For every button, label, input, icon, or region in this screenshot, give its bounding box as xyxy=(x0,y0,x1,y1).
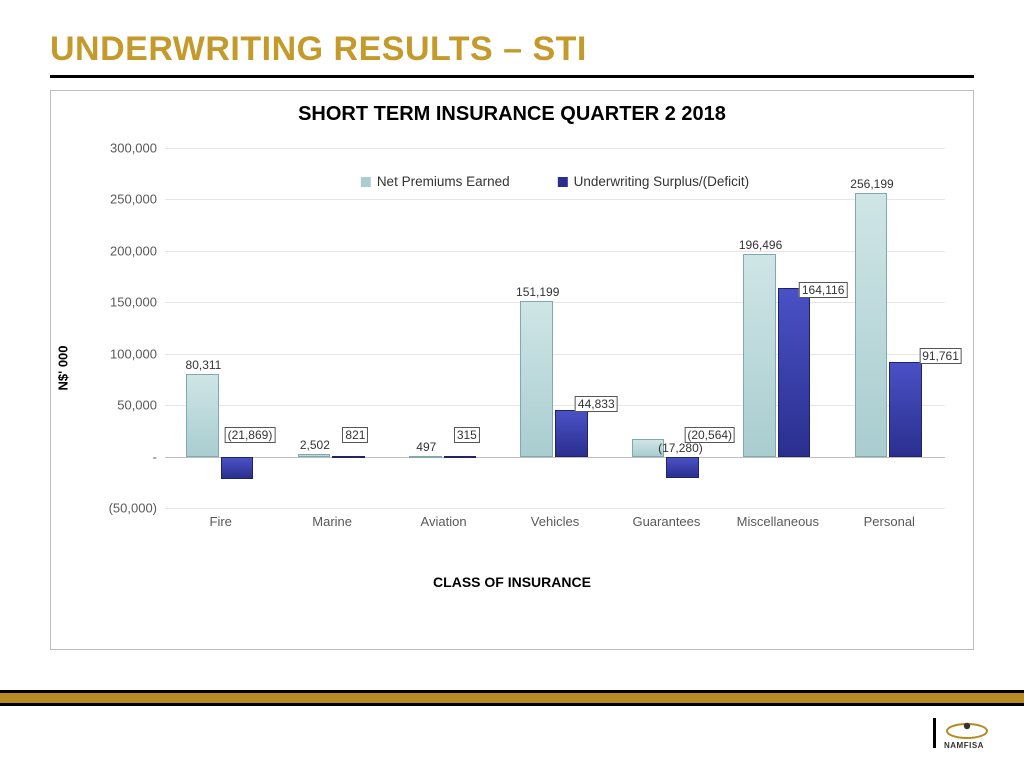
x-axis-labels: Fire Marine Aviation Vehicles Guarantees Misc… xyxy=(165,512,945,538)
logo: NAMFISA xyxy=(933,715,990,750)
plot: (50,000)-50,000100,000150,000200,000250,… xyxy=(165,148,945,508)
data-label: 44,833 xyxy=(575,396,618,412)
bar-uw xyxy=(666,457,699,478)
data-label: 256,199 xyxy=(850,177,893,191)
legend-label: Underwriting Surplus/(Deficit) xyxy=(574,174,750,189)
legend-swatch xyxy=(558,177,568,187)
logo-text: NAMFISA xyxy=(944,741,990,750)
data-label: (21,869) xyxy=(225,427,276,443)
bar-net xyxy=(186,374,219,457)
bar-net xyxy=(298,454,331,457)
bar-net xyxy=(520,301,553,457)
bar-net xyxy=(855,193,888,457)
x-category-label: Miscellaneous xyxy=(737,514,819,529)
bar-uw xyxy=(221,457,254,479)
data-label: 315 xyxy=(454,427,480,443)
page-title: UNDERWRITING RESULTS – STI xyxy=(50,30,974,73)
legend-item-net: Net Premiums Earned xyxy=(361,174,510,189)
bar-uw xyxy=(332,456,365,458)
bar-uw xyxy=(555,410,588,456)
data-label: 91,761 xyxy=(919,348,962,364)
data-label: 196,496 xyxy=(739,238,782,252)
data-label: 2,502 xyxy=(300,438,330,452)
legend: Net Premiums Earned Underwriting Surplus… xyxy=(361,174,749,189)
chart-container: SHORT TERM INSURANCE QUARTER 2 2018 N$' … xyxy=(50,90,974,650)
slide: UNDERWRITING RESULTS – STI SHORT TERM IN… xyxy=(0,0,1024,768)
data-label: 151,199 xyxy=(516,285,559,299)
y-tick-label: - xyxy=(153,449,165,464)
x-category-label: Aviation xyxy=(421,514,467,529)
legend-swatch xyxy=(361,177,371,187)
x-category-label: Vehicles xyxy=(531,514,579,529)
x-category-label: Fire xyxy=(210,514,232,529)
data-label: (17,280) xyxy=(658,441,703,455)
y-tick-label: 250,000 xyxy=(110,192,165,207)
bar-net xyxy=(409,456,442,458)
footer-band xyxy=(0,690,1024,706)
y-tick-label: 100,000 xyxy=(110,346,165,361)
logo-icon xyxy=(944,715,990,741)
bar-net xyxy=(743,254,776,456)
x-axis-title: CLASS OF INSURANCE xyxy=(69,574,955,590)
data-label: 821 xyxy=(342,427,368,443)
bar-uw xyxy=(778,288,811,457)
chart-body: N$' 000 Net Premiums Earned Underwriting… xyxy=(69,138,955,598)
title-rule xyxy=(50,75,974,78)
x-category-label: Marine xyxy=(312,514,352,529)
y-tick-label: 50,000 xyxy=(117,398,165,413)
y-axis-label: N$' 000 xyxy=(56,345,71,390)
y-tick-label: 200,000 xyxy=(110,243,165,258)
plot-area: Net Premiums Earned Underwriting Surplus… xyxy=(165,148,945,538)
data-label: 497 xyxy=(416,440,436,454)
data-label: 80,311 xyxy=(186,358,222,372)
chart-title: SHORT TERM INSURANCE QUARTER 2 2018 xyxy=(69,103,955,126)
legend-item-uw: Underwriting Surplus/(Deficit) xyxy=(558,174,750,189)
x-category-label: Personal xyxy=(864,514,915,529)
data-label: (20,564) xyxy=(684,427,735,443)
x-category-label: Guarantees xyxy=(632,514,700,529)
bar-uw xyxy=(889,362,922,456)
data-label: 164,116 xyxy=(799,282,848,298)
legend-label: Net Premiums Earned xyxy=(377,174,510,189)
y-tick-label: 300,000 xyxy=(110,141,165,156)
bar-uw xyxy=(444,456,477,458)
y-tick-label: (50,000) xyxy=(109,501,165,516)
y-tick-label: 150,000 xyxy=(110,295,165,310)
